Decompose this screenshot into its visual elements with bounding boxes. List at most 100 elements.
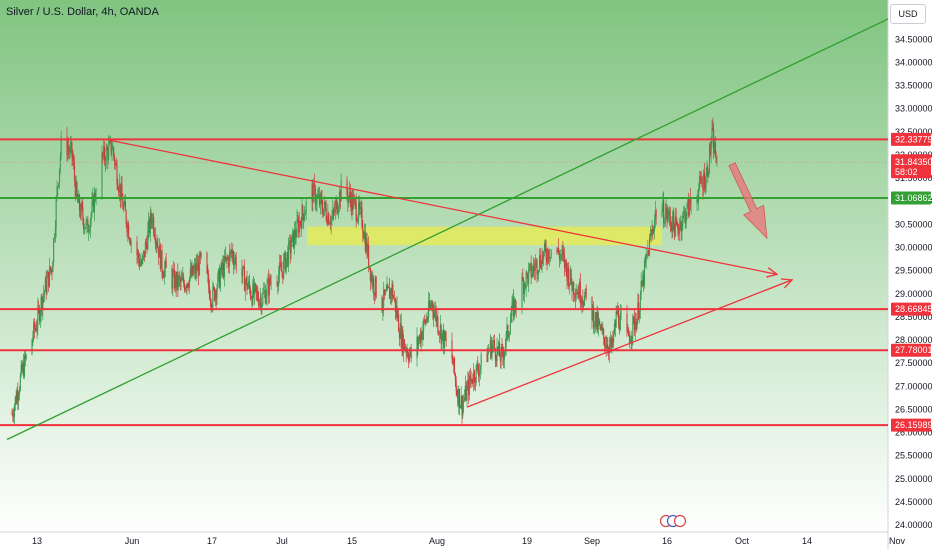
candle [568,282,571,295]
candle [277,280,279,295]
candle [468,372,470,405]
candle [126,221,128,238]
candle [585,284,587,301]
candle [36,319,38,340]
candle [666,204,668,229]
candle [564,259,566,272]
candle [295,228,297,245]
candle [398,327,401,347]
price-tag-label: 26.15989 [895,420,932,430]
candle [513,296,516,320]
candle [479,365,481,380]
candle [384,289,386,296]
trendline[interactable] [466,279,793,408]
candle [333,201,336,216]
candle [580,295,582,308]
candle [536,258,538,283]
time-axis[interactable]: 13 Jun 17 Jul 15 Aug 19 Sep 16 Oct 14 Nov [32,536,906,546]
candle [244,279,246,301]
candle [143,250,146,262]
candle [651,219,653,237]
candle [364,223,366,254]
candle [153,227,156,240]
currency-button[interactable]: USD [890,4,926,24]
candle [33,318,35,343]
candle [48,271,50,292]
candle [285,258,287,275]
candle [499,352,501,369]
candle [227,255,229,262]
candle [35,320,37,332]
candle [116,160,118,190]
candle [332,199,334,221]
candle [149,206,151,242]
candle [401,326,403,357]
candle [434,301,436,322]
candle [299,220,301,228]
candle [470,370,472,389]
candle [130,238,132,254]
candle [577,285,579,299]
candle [23,353,25,379]
candle [171,264,173,294]
candle [570,268,572,285]
candle [698,183,700,211]
trendline[interactable] [106,139,778,275]
candle [223,255,225,280]
candle [213,286,216,302]
candle [121,175,123,200]
candle [638,309,641,324]
candle [228,255,230,274]
candle [643,270,645,292]
candle [311,179,313,212]
candle [123,201,125,213]
candle [183,272,185,288]
candle [507,324,509,342]
candle [354,197,356,210]
candle [193,257,196,279]
candle [45,271,47,300]
candle [471,378,473,385]
candle [667,205,669,224]
candle [432,300,434,320]
candle [584,288,586,299]
candle [146,234,148,254]
candle [472,373,474,388]
candle [539,248,541,269]
candle [576,288,578,295]
candle [11,408,13,416]
candle [371,270,373,289]
candle [58,168,61,190]
candle [250,290,252,300]
candle [207,264,209,284]
candle [702,175,704,200]
candle [655,208,657,225]
candle [107,146,109,170]
forecast-arrow[interactable] [728,162,768,240]
candle [304,210,306,216]
candle [136,236,138,265]
candle [628,326,630,337]
candle [636,318,638,330]
candle [85,216,87,234]
candle [305,198,307,221]
economic-event-icon[interactable] [673,514,687,528]
y-tick-label: 34.00000 [895,57,932,67]
candle [709,141,711,158]
candle [635,312,637,333]
candle [241,259,243,284]
candle [298,211,301,238]
candle [598,311,600,337]
candle [466,380,468,407]
candle [122,193,124,210]
candle [579,272,581,310]
candle [613,329,615,349]
candle [150,209,152,230]
candle [352,189,354,216]
candle [598,318,601,326]
candle [288,237,290,273]
candle [701,176,703,184]
candle [410,343,412,363]
candle [44,275,46,292]
